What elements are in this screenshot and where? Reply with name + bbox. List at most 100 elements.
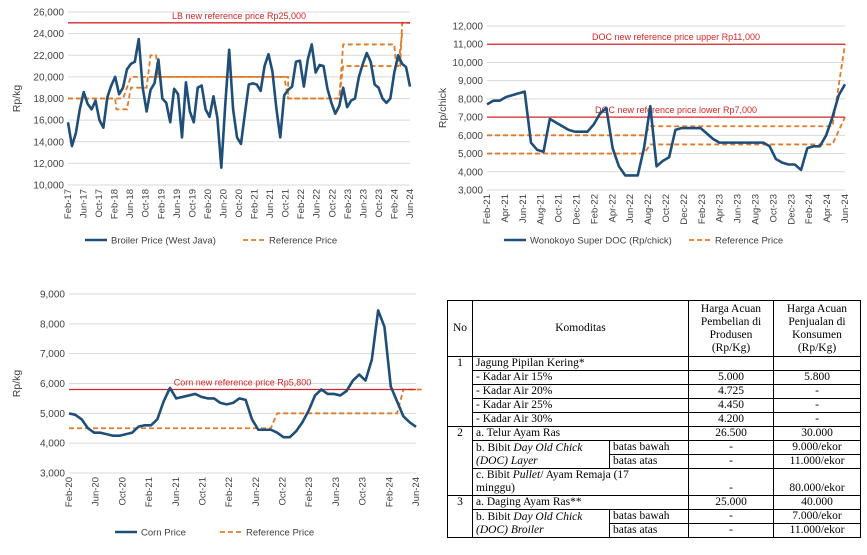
header-beli-l4: (Rp/Kg) [711,341,751,354]
y-tick-label: 4,000 [40,439,65,450]
sub-label: batas atas [609,454,689,469]
x-tick-label: Feb-22 [296,189,307,219]
table-row: b. Bibit Day Old Chick (DOC) Layer batas … [447,440,861,469]
cell-jual: 30.000 [773,426,861,441]
x-tick-label: Jun-20 [91,477,102,506]
x-tick-label: Oct-23 [374,189,385,218]
label-b: (DOC) Layer [476,454,538,467]
y-tick-label: 4,000 [458,167,483,178]
y-tick-label: 24,000 [33,29,64,40]
sub-label: batas bawah [609,440,689,455]
x-tick-label: Feb-23 [343,189,354,219]
x-tick-label: Oct-22 [278,477,289,506]
cell-empty [447,440,473,455]
x-tick-label: Dec-22 [679,194,690,225]
row-label: - Kadar Air 15% [472,370,689,385]
x-tick-label: Feb-22 [589,194,600,224]
group-no: 2 [447,426,473,441]
x-tick-label: Jun-23 [358,189,369,218]
cell-jual: 7.000/ekor [773,509,861,524]
cell-beli: - [688,468,774,496]
sub-label: batas atas [609,523,689,538]
cell-beli: - [688,523,774,538]
x-tick-label: Jun-24 [411,477,422,506]
y-tick-label: 3,000 [40,469,65,480]
label-c: minggu) [476,482,515,494]
label-b: / Ayam Remaja (17 [540,469,629,481]
cell-empty [773,356,861,371]
x-tick-label: Oct-17 [94,189,105,218]
header-jual-l2: Penjualan di [788,315,846,328]
header-komoditas: Komoditas [472,300,689,357]
x-tick-label: Feb-21 [144,477,155,507]
legend-reference-label: Reference Price [246,528,314,539]
new-reference-annotation: LB new reference price Rp25,000 [172,11,306,21]
table-row: 3 a. Daging Ayam Ras** 25.000 40.000 [447,495,861,510]
label-a: b. Bibit [476,441,514,454]
table-row: - Kadar Air 20% 4.725 - [447,384,861,399]
cell-beli: 5.000 [688,370,774,385]
cell-jual: 11.000/ekor [773,523,861,538]
table-row: - Kadar Air 30% 4.200 - [447,412,861,427]
price-line [68,309,417,439]
table-header-row: No Komoditas Harga Acuan Pembelian di Pr… [447,300,861,357]
x-tick-label: Oct-22 [327,189,338,218]
header-jual-l4: (Rp/Kg) [797,341,837,354]
x-tick-label: Jun-21 [171,477,182,506]
x-tick-label: Feb-20 [64,477,75,507]
sub-label: batas bawah [609,509,689,524]
y-tick-label: 8,000 [458,94,483,105]
cell-beli: - [688,509,774,524]
x-tick-label: Apr-23 [715,194,726,223]
cell-jual: - [773,398,861,413]
y-tick-label: 5,000 [40,409,65,420]
legend-reference-label: Reference Price [715,236,783,247]
x-tick-label: Jun-24 [840,194,851,223]
y-tick-label: 18,000 [33,94,64,105]
x-tick-label: Feb-19 [156,189,167,219]
row-label: a. Telur Ayam Ras [472,426,689,441]
label-italic: Day Old Chick [513,441,583,454]
cell-empty [447,509,473,524]
label-a: c. Bibit [476,469,513,481]
x-tick-label: Jun-22 [625,194,636,223]
x-tick-label: Feb-21 [250,189,261,219]
x-tick-label: Jun-23 [733,194,744,223]
y-tick-label: 7,000 [40,349,65,360]
y-tick-label: 12,000 [452,22,483,33]
cell-jual: 11.000/ekor [773,454,861,469]
price-line [66,37,412,169]
label-italic: Pullet [512,469,541,481]
label-italic: Day Old Chick [513,510,583,523]
x-tick-label: Feb-24 [804,194,815,224]
x-tick-label: Jun-17 [79,189,90,218]
x-tick-label: Jun-20 [218,189,229,218]
y-tick-label: 26,000 [33,8,64,19]
cell-empty [447,370,473,385]
cell-beli: 25.000 [688,495,774,510]
cell-empty [447,523,473,538]
y-axis-label: Rp/kg [11,85,23,113]
table-row: batas atas - 11.000/ekor [447,454,861,469]
cell-jual: 40.000 [773,495,861,510]
x-tick-label: Jun-21 [518,194,529,223]
cell-beli: - [688,454,774,469]
legend-reference-label: Reference Price [269,236,337,247]
row-label: - Kadar Air 20% [472,384,689,399]
x-tick-label: Feb-22 [224,477,235,507]
y-tick-label: 20,000 [33,72,64,83]
row-label: a. Daging Ayam Ras** [472,495,689,510]
y-tick-label: 7,000 [458,113,483,124]
x-tick-label: Apr-22 [607,194,618,223]
x-tick-label: Oct-20 [234,189,245,218]
y-tick-label: 10,000 [452,58,483,69]
row-label: - Kadar Air 30% [472,412,689,427]
reference-price-table: No Komoditas Harga Acuan Pembelian di Pr… [447,300,861,538]
reference-price-line [69,388,423,430]
new-reference-annotation: Corn new reference price Rp5,800 [174,377,312,387]
cell-empty [447,468,473,496]
x-tick-label: Jun-24 [405,189,416,218]
header-beli-l1: Harga Acuan [700,302,762,315]
cell-jual: - [773,384,861,399]
x-tick-label: Feb-18 [110,189,121,219]
